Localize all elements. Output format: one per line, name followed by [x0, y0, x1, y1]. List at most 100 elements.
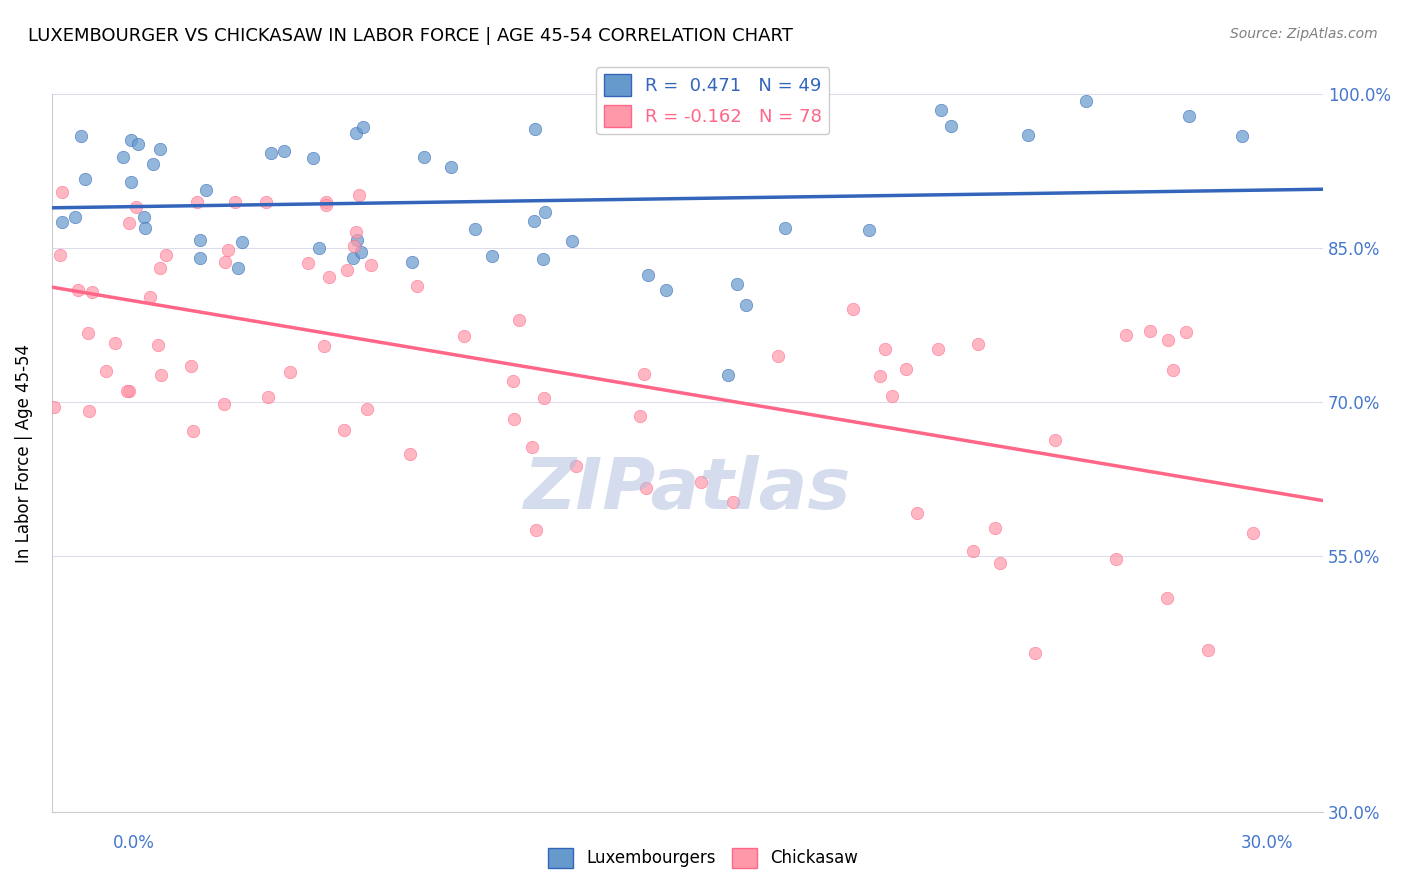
Point: [256, 390, 278, 404]
Point: [186, 194, 208, 209]
Point: [127, 137, 149, 152]
Point: [524, 523, 547, 537]
Point: [896, 362, 918, 376]
Point: [297, 256, 319, 270]
Point: [564, 458, 586, 473]
Point: [1197, 643, 1219, 657]
Point: [766, 349, 789, 363]
Point: [773, 220, 796, 235]
Point: [344, 226, 367, 240]
Point: [134, 210, 156, 224]
Point: [314, 338, 336, 352]
Point: [111, 150, 134, 164]
Point: [342, 251, 364, 265]
Point: [721, 494, 744, 508]
Point: [841, 301, 863, 316]
Point: [77, 326, 100, 341]
Point: [531, 252, 554, 267]
Point: [217, 243, 239, 257]
Legend: R =  0.471   N = 49, R = -0.162   N = 78: R = 0.471 N = 49, R = -0.162 N = 78: [596, 67, 830, 135]
Point: [481, 249, 503, 263]
Point: [315, 198, 337, 212]
Y-axis label: In Labor Force | Age 45-54: In Labor Force | Age 45-54: [15, 343, 32, 563]
Point: [188, 251, 211, 265]
Point: [343, 239, 366, 253]
Point: [51, 185, 73, 199]
Point: [655, 283, 678, 297]
Point: [1230, 129, 1253, 144]
Text: Source: ZipAtlas.com: Source: ZipAtlas.com: [1230, 27, 1378, 41]
Point: [212, 396, 235, 410]
Point: [224, 195, 246, 210]
Point: [880, 389, 903, 403]
Point: [214, 255, 236, 269]
Point: [352, 120, 374, 134]
Point: [315, 195, 337, 210]
Point: [725, 277, 748, 291]
Point: [70, 128, 93, 143]
Point: [502, 412, 524, 426]
Point: [115, 384, 138, 399]
Point: [226, 260, 249, 275]
Point: [82, 285, 104, 299]
Point: [350, 244, 373, 259]
Point: [929, 103, 952, 118]
Point: [524, 122, 547, 136]
Point: [637, 268, 659, 282]
Point: [149, 142, 172, 156]
Point: [118, 216, 141, 230]
Point: [42, 400, 65, 414]
Point: [858, 223, 880, 237]
Text: 0.0%: 0.0%: [112, 834, 155, 852]
Point: [1241, 526, 1264, 541]
Text: LUXEMBOURGER VS CHICKASAW IN LABOR FORCE | AGE 45-54 CORRELATION CHART: LUXEMBOURGER VS CHICKASAW IN LABOR FORCE…: [28, 27, 793, 45]
Point: [927, 342, 949, 356]
Point: [636, 481, 658, 495]
Point: [148, 338, 170, 352]
Point: [148, 260, 170, 275]
Point: [180, 359, 202, 374]
Point: [231, 235, 253, 249]
Point: [142, 156, 165, 170]
Point: [260, 146, 283, 161]
Point: [139, 290, 162, 304]
Point: [967, 337, 990, 351]
Point: [349, 188, 371, 202]
Point: [440, 160, 463, 174]
Point: [49, 248, 72, 262]
Point: [96, 363, 118, 377]
Point: [125, 201, 148, 215]
Text: 30.0%: 30.0%: [1241, 834, 1294, 852]
Point: [155, 248, 177, 262]
Point: [689, 475, 711, 490]
Point: [413, 150, 436, 164]
Point: [534, 205, 557, 219]
Point: [1157, 333, 1180, 347]
Point: [1045, 433, 1067, 447]
Point: [120, 176, 142, 190]
Point: [150, 368, 173, 382]
Point: [1175, 325, 1198, 339]
Point: [118, 384, 141, 398]
Point: [181, 425, 204, 439]
Point: [869, 368, 891, 383]
Point: [1178, 109, 1201, 123]
Point: [398, 447, 420, 461]
Point: [346, 233, 368, 247]
Point: [962, 544, 984, 558]
Point: [533, 392, 555, 406]
Point: [1115, 328, 1137, 343]
Point: [628, 409, 651, 424]
Point: [195, 183, 218, 197]
Point: [561, 234, 583, 248]
Point: [522, 440, 544, 454]
Point: [988, 557, 1011, 571]
Point: [633, 367, 655, 381]
Point: [360, 258, 382, 272]
Point: [734, 298, 756, 312]
Point: [1024, 646, 1046, 660]
Point: [1161, 363, 1184, 377]
Point: [77, 404, 100, 418]
Point: [1074, 94, 1097, 108]
Legend: Luxembourgers, Chickasaw: Luxembourgers, Chickasaw: [541, 841, 865, 875]
